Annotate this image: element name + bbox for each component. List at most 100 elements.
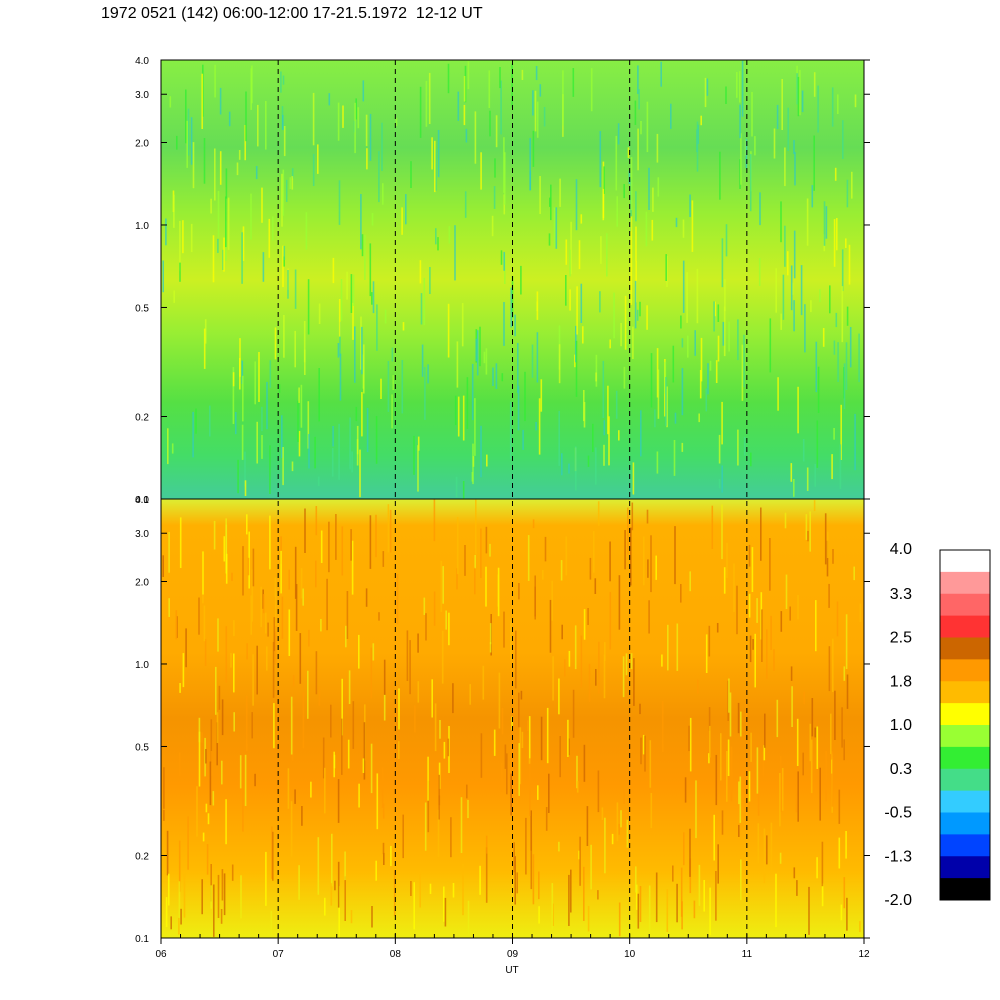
texture-streak: [749, 635, 752, 663]
texture-streak: [626, 819, 629, 848]
texture-streak: [600, 236, 602, 264]
colorbar-label: -0.5: [884, 805, 912, 822]
texture-streak: [649, 740, 652, 788]
texture-streak: [413, 882, 415, 930]
texture-streak: [648, 167, 650, 210]
texture-streak: [559, 178, 561, 207]
texture-streak: [192, 411, 194, 458]
texture-streak: [350, 274, 353, 313]
texture-streak: [763, 828, 766, 884]
texture-streak: [395, 117, 398, 127]
texture-streak: [435, 149, 437, 191]
colorbar-label: -1.3: [884, 848, 912, 865]
texture-streak: [472, 443, 474, 485]
texture-streak: [466, 377, 469, 429]
texture-streak: [462, 395, 465, 441]
colorbar-swatch: [940, 768, 990, 792]
texture-streak: [648, 600, 650, 634]
texture-streak: [225, 799, 227, 845]
texture-streak: [708, 753, 710, 764]
texture-streak: [476, 330, 479, 376]
texture-streak: [758, 258, 761, 286]
texture-streak: [391, 681, 393, 692]
texture-streak: [743, 334, 745, 388]
texture-streak: [280, 536, 282, 564]
texture-streak: [198, 717, 201, 743]
texture-streak: [825, 206, 828, 239]
texture-streak: [780, 756, 782, 813]
texture-streak: [185, 628, 187, 668]
texture-streak: [580, 283, 583, 323]
texture-streak: [369, 515, 372, 569]
texture-streak: [392, 375, 394, 390]
texture-streak: [551, 883, 554, 930]
texture-streak: [281, 415, 283, 458]
texture-streak: [503, 251, 505, 271]
texture-streak: [544, 536, 547, 562]
texture-streak: [475, 338, 478, 362]
texture-streak: [661, 700, 664, 752]
texture-streak: [317, 476, 320, 486]
texture-streak: [280, 71, 282, 93]
texture-streak: [737, 429, 739, 466]
texture-streak: [687, 335, 689, 358]
texture-streak: [520, 690, 523, 700]
texture-streak: [216, 712, 219, 743]
texture-streak: [261, 406, 263, 432]
texture-streak: [244, 480, 247, 496]
texture-streak: [603, 444, 605, 466]
texture-streak: [689, 717, 692, 772]
texture-streak: [835, 312, 838, 328]
texture-streak: [269, 515, 271, 570]
texture-streak: [639, 886, 642, 922]
texture-streak: [635, 191, 637, 222]
texture-streak: [299, 633, 302, 684]
texture-streak: [492, 367, 494, 386]
texture-streak: [217, 874, 220, 918]
texture-streak: [652, 187, 654, 212]
texture-streak: [762, 751, 765, 777]
texture-streak: [769, 318, 772, 373]
texture-streak: [618, 575, 621, 630]
texture-streak: [245, 695, 248, 751]
texture-streak: [530, 810, 532, 851]
x-tick-label: 10: [624, 949, 636, 960]
texture-streak: [310, 781, 312, 798]
texture-streak: [832, 549, 834, 564]
texture-streak: [302, 692, 305, 749]
texture-streak: [344, 851, 346, 881]
texture-streak: [437, 809, 440, 858]
texture-streak: [833, 219, 836, 267]
texture-streak: [328, 93, 331, 106]
texture-streak: [751, 547, 754, 592]
texture-streak: [618, 430, 620, 441]
texture-streak: [561, 453, 563, 476]
texture-streak: [317, 837, 320, 895]
texture-streak: [740, 711, 742, 737]
texture-streak: [634, 280, 637, 329]
texture-streak: [479, 865, 481, 895]
texture-streak: [806, 467, 809, 491]
texture-streak: [676, 623, 679, 671]
texture-streak: [825, 751, 827, 802]
texture-streak: [383, 694, 386, 721]
texture-streak: [337, 343, 340, 358]
texture-streak: [643, 536, 645, 586]
texture-streak: [843, 363, 846, 410]
texture-streak: [540, 716, 543, 761]
texture-streak: [420, 293, 423, 325]
texture-streak: [845, 342, 848, 390]
texture-streak: [769, 538, 771, 591]
texture-streak: [809, 723, 812, 762]
texture-streak: [696, 121, 699, 172]
texture-streak: [381, 767, 384, 808]
texture-streak: [345, 625, 347, 648]
texture-streak: [260, 586, 262, 628]
texture-streak: [384, 309, 387, 324]
texture-streak: [283, 256, 285, 267]
texture-streak: [736, 585, 738, 635]
texture-streak: [590, 68, 593, 112]
texture-streak: [630, 527, 632, 586]
texture-streak: [517, 342, 519, 393]
texture-streak: [474, 567, 476, 595]
